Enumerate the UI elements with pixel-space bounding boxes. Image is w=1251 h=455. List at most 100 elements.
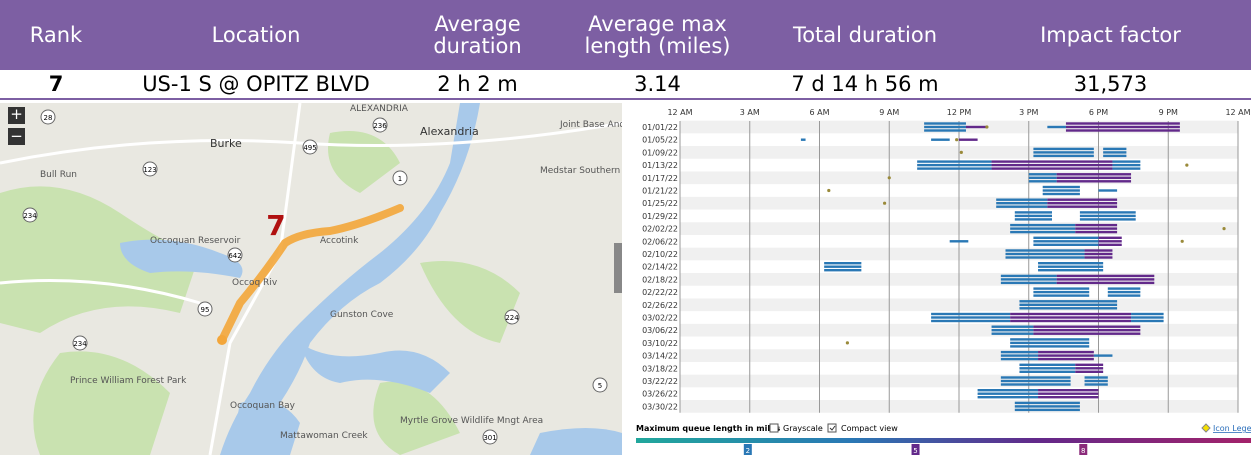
cell: 31,573 <box>970 70 1251 100</box>
queue-bar <box>1079 214 1136 218</box>
legend-title: Maximum queue length in miles <box>636 424 781 433</box>
queue-bar <box>1103 151 1127 154</box>
queue-bar <box>1047 205 1118 208</box>
queue-bar <box>1033 290 1090 294</box>
icon-legend-diamond <box>1201 423 1211 433</box>
queue-bar <box>959 138 978 141</box>
queue-bar <box>1000 281 1057 285</box>
shield <box>72 335 88 351</box>
route <box>218 204 404 344</box>
queue-bar <box>1079 218 1136 221</box>
queue-bar <box>977 389 1039 392</box>
grayscale-checkbox[interactable] <box>769 423 779 433</box>
shield-label: 28 <box>44 114 53 122</box>
queue-bar <box>1014 218 1052 221</box>
queue-bar <box>1038 265 1104 268</box>
row-label: 02/06/22 <box>642 237 678 246</box>
shield-label: 95 <box>201 306 210 314</box>
queue-bar <box>1000 278 1057 281</box>
cell: 3.14 <box>555 70 760 100</box>
queue-bar <box>1056 180 1132 183</box>
summary-table: Rank Location Average duration Average m… <box>0 0 1251 100</box>
queue-bar <box>1038 354 1094 357</box>
cell: 2 h 2 m <box>400 70 555 100</box>
queue-bar <box>1019 363 1076 366</box>
queue-bar <box>931 138 950 141</box>
queue-bar <box>1038 269 1104 272</box>
queue-bar <box>1107 294 1141 297</box>
queue-bar <box>1038 389 1099 392</box>
queue-bar <box>1038 262 1104 265</box>
map[interactable]: 7 ALEXANDRIA Alexandria Burke Bull Run O… <box>0 103 622 455</box>
x-tick-label: 6 PM <box>1089 108 1108 117</box>
queue-bar <box>1033 147 1094 151</box>
queue-bar <box>1093 354 1113 357</box>
zoom-out-button[interactable] <box>8 128 25 145</box>
x-tick-label: 3 AM <box>740 108 760 117</box>
queue-bar <box>1075 367 1104 370</box>
x-tick-label: 9 PM <box>1159 108 1178 117</box>
shield-label: 5 <box>598 382 602 390</box>
queue-bar <box>1098 189 1118 192</box>
compact-checkbox[interactable] <box>827 423 837 433</box>
queue-bar <box>1033 240 1099 243</box>
map-label: Prince William Forest Park <box>70 376 187 386</box>
queue-bar <box>977 392 1039 395</box>
shield <box>40 109 56 125</box>
queue-bar <box>1033 329 1141 332</box>
queue-bar <box>1047 125 1066 129</box>
shield-label: 234 <box>23 212 37 220</box>
row-label: 03/26/22 <box>642 390 678 399</box>
x-tick-label: 9 AM <box>879 108 899 117</box>
queue-bar <box>1098 240 1122 243</box>
icon-legend-link[interactable]: Icon Legend <box>1213 424 1251 433</box>
queue-bar <box>1000 383 1071 386</box>
queue-bar <box>1038 396 1099 399</box>
queue-bar <box>924 125 966 129</box>
queue-bar <box>1084 249 1113 252</box>
queue-bar <box>1019 307 1118 310</box>
queue-bar <box>1047 198 1118 201</box>
row-label: 03/02/22 <box>642 314 678 323</box>
map-labels: ALEXANDRIA Alexandria Burke Bull Run Occ… <box>40 104 622 441</box>
shield <box>142 161 158 177</box>
queue-bar <box>1131 316 1164 319</box>
shield-label: 234 <box>73 340 87 348</box>
queue-bar <box>949 240 969 243</box>
queue-bar <box>1014 408 1080 412</box>
timeline-chart: 12 AM 3 AM 6 AM 9 AM 12 PM 3 PM 6 PM 9 PM 12 AM 0… <box>636 108 1251 455</box>
queue-bar <box>1019 367 1076 370</box>
queue-bar <box>917 167 992 170</box>
queue-bar <box>991 332 1034 335</box>
queue-bar <box>1000 350 1039 354</box>
scale-marker <box>743 444 752 455</box>
queue-bar <box>1103 147 1127 151</box>
queue-bar <box>1019 370 1076 373</box>
zoom-out-label: − <box>10 127 23 145</box>
row-label: 02/26/22 <box>642 301 678 310</box>
map-label: Bull Run <box>40 170 77 180</box>
x-tick-label: 3 PM <box>1019 108 1038 117</box>
queue-bar <box>1098 243 1122 246</box>
cell: 7 <box>0 70 112 100</box>
zoom-in-button[interactable] <box>8 107 25 124</box>
queue-bar <box>1107 287 1141 290</box>
shield-label: 642 <box>228 252 241 260</box>
queue-bar <box>1028 180 1057 183</box>
incident-dot <box>1222 227 1226 231</box>
row-label: 02/14/22 <box>642 263 678 272</box>
x-tick-label: 6 AM <box>809 108 829 117</box>
queue-bar <box>1065 125 1180 129</box>
queue-bar <box>931 319 1011 323</box>
queue-bar <box>996 202 1048 205</box>
queue-bar <box>965 125 987 129</box>
queue-bar <box>1038 350 1094 354</box>
queue-bar <box>1042 189 1080 192</box>
queue-bar <box>1075 227 1118 230</box>
header-cell: Average duration <box>400 0 555 70</box>
shield-label: 236 <box>373 122 387 130</box>
scale-tick-label: 2 <box>746 447 750 455</box>
incident-dot <box>827 188 831 193</box>
queue-bar <box>917 163 992 167</box>
splitter[interactable] <box>614 243 622 293</box>
